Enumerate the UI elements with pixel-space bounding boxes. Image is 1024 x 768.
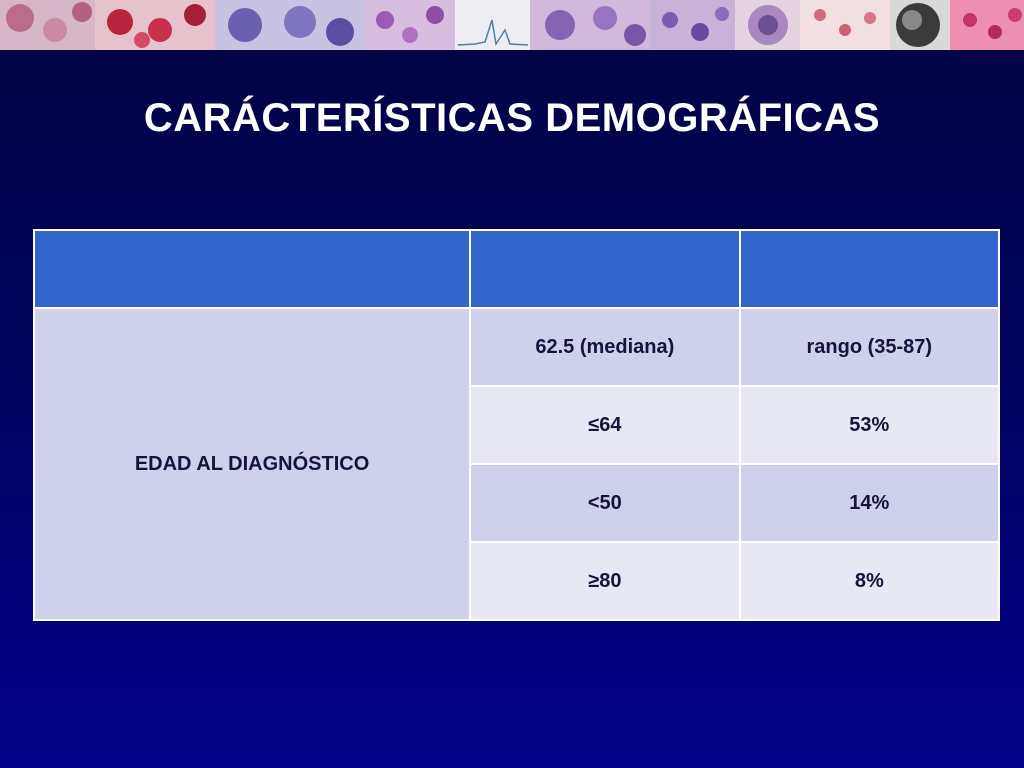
row-value: 8%	[738, 541, 1001, 621]
header-cell-1	[32, 229, 472, 309]
page-title: CARÁCTERÍSTICAS DEMOGRÁFICAS	[143, 96, 881, 140]
cell-images-strip	[0, 0, 1024, 50]
table-row: ≤64 53%	[34, 385, 1001, 465]
table-row: EDAD AL DIAGNÓSTICO 62.5 (mediana) rango…	[32, 307, 1001, 621]
row-value: 53%	[738, 385, 1001, 465]
row-label: 62.5 (mediana)	[469, 307, 741, 387]
row-label: ≥80	[469, 541, 741, 621]
demographics-table: EDAD AL DIAGNÓSTICO 62.5 (mediana) rango…	[32, 229, 1001, 621]
table-row: ≥80 8%	[34, 541, 1001, 621]
table-row: <50 14%	[34, 463, 1001, 543]
category-label: EDAD AL DIAGNÓSTICO	[32, 307, 472, 621]
header-cell-3	[738, 229, 1001, 309]
table-header-row	[32, 229, 1001, 309]
row-label: ≤64	[469, 385, 741, 465]
microscopy-banner	[0, 0, 1024, 50]
header-cell-2	[469, 229, 741, 309]
row-value: 14%	[738, 463, 1001, 543]
row-label: <50	[469, 463, 741, 543]
row-value: rango (35-87)	[738, 307, 1001, 387]
